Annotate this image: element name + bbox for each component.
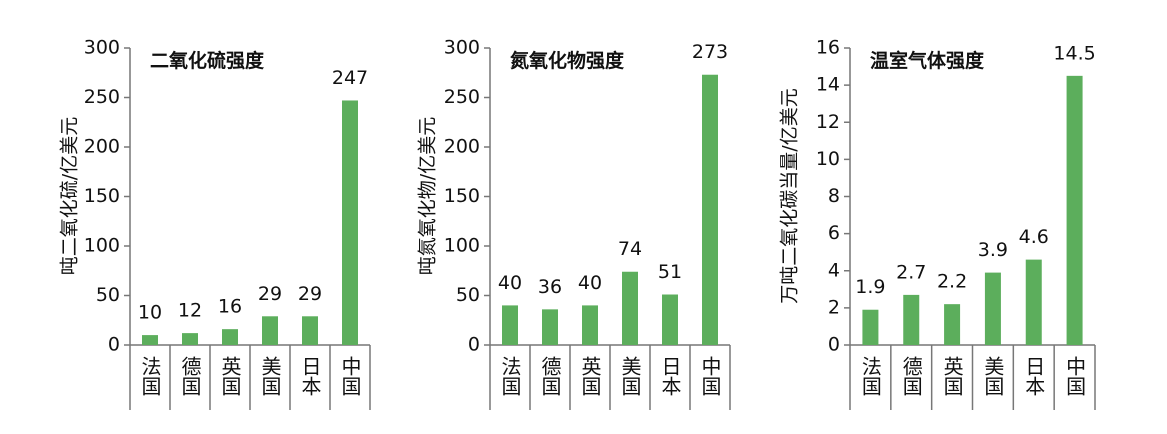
value-label: 273: [692, 41, 728, 63]
x-tick-label: 法国: [858, 356, 882, 396]
y-tick-label: 14: [816, 74, 840, 96]
x-tick-label: 日本: [1022, 356, 1046, 396]
x-tick-label: 英国: [578, 356, 602, 396]
y-tick-label: 12: [816, 111, 840, 133]
bar: [142, 335, 158, 345]
y-tick-label: 150: [444, 185, 480, 207]
value-label: 2.7: [896, 261, 926, 283]
x-tick-label: 美国: [981, 356, 1005, 396]
bar: [622, 271, 638, 345]
value-label: 29: [258, 283, 282, 305]
value-label: 51: [658, 261, 682, 283]
bar: [182, 333, 198, 345]
y-tick-label: 2: [828, 296, 840, 318]
bar: [903, 294, 920, 345]
value-label: 3.9: [978, 239, 1008, 261]
x-tick-label: 英国: [940, 356, 964, 396]
y-axis-label: 吨二氧化硫/亿美元: [59, 117, 81, 275]
bar: [342, 100, 358, 345]
y-tick-label: 300: [84, 37, 120, 59]
y-tick-label: 8: [828, 185, 840, 207]
y-tick-label: 0: [828, 334, 840, 356]
value-label: 16: [218, 296, 242, 318]
y-tick-label: 200: [84, 136, 120, 158]
bar: [582, 305, 598, 345]
bar: [222, 329, 238, 345]
value-label: 74: [618, 238, 642, 260]
bar: [1066, 75, 1083, 345]
x-tick-label: 美国: [618, 356, 642, 396]
value-label: 10: [138, 302, 162, 324]
y-tick-label: 16: [816, 37, 840, 59]
x-tick-label: 德国: [899, 356, 923, 396]
bar: [542, 309, 558, 345]
x-tick-label: 中国: [1063, 356, 1087, 396]
x-tick-label: 中国: [338, 356, 362, 396]
bar: [862, 309, 879, 345]
x-tick-label: 法国: [498, 356, 522, 396]
y-tick-label: 10: [816, 148, 840, 170]
value-label: 2.2: [937, 271, 967, 293]
y-tick-label: 100: [84, 235, 120, 257]
y-tick-label: 6: [828, 222, 840, 244]
y-tick-label: 100: [444, 235, 480, 257]
y-tick-label: 0: [108, 334, 120, 356]
value-label: 4.6: [1019, 226, 1049, 248]
y-tick-label: 50: [456, 284, 480, 306]
bar: [302, 316, 318, 345]
y-tick-label: 0: [468, 334, 480, 356]
y-tick-label: 250: [84, 86, 120, 108]
value-label: 29: [298, 283, 322, 305]
y-tick-label: 200: [444, 136, 480, 158]
x-tick-label: 中国: [698, 356, 722, 396]
chart-title: 温室气体强度: [870, 49, 985, 72]
bar: [702, 74, 718, 345]
chart-title: 氮氧化物强度: [510, 49, 625, 72]
y-tick-label: 300: [444, 37, 480, 59]
x-tick-label: 法国: [138, 356, 162, 396]
x-tick-label: 德国: [178, 356, 202, 396]
value-label: 1.9: [855, 276, 885, 298]
y-tick-label: 250: [444, 86, 480, 108]
y-tick-label: 50: [96, 284, 120, 306]
y-tick-label: 4: [828, 259, 840, 281]
value-label: 14.5: [1053, 42, 1095, 64]
y-axis-label: 吨氮氧化物/亿美元: [417, 117, 439, 275]
bar: [662, 294, 678, 345]
x-tick-label: 日本: [658, 356, 682, 396]
value-label: 40: [578, 272, 602, 294]
x-tick-label: 英国: [218, 356, 242, 396]
bar: [1025, 259, 1042, 345]
bar: [984, 272, 1001, 345]
y-tick-label: 150: [84, 185, 120, 207]
x-tick-label: 日本: [298, 356, 322, 396]
chart-title: 二氧化硫强度: [150, 49, 265, 72]
bar: [944, 304, 961, 345]
bar: [262, 316, 278, 345]
y-axis-label: 万吨二氧化碳当量/亿美元: [779, 88, 801, 303]
bar: [502, 305, 518, 345]
value-label: 40: [498, 272, 522, 294]
value-label: 12: [178, 300, 202, 322]
x-tick-label: 美国: [258, 356, 282, 396]
value-label: 36: [538, 276, 562, 298]
x-tick-label: 德国: [538, 356, 562, 396]
value-label: 247: [332, 67, 368, 89]
